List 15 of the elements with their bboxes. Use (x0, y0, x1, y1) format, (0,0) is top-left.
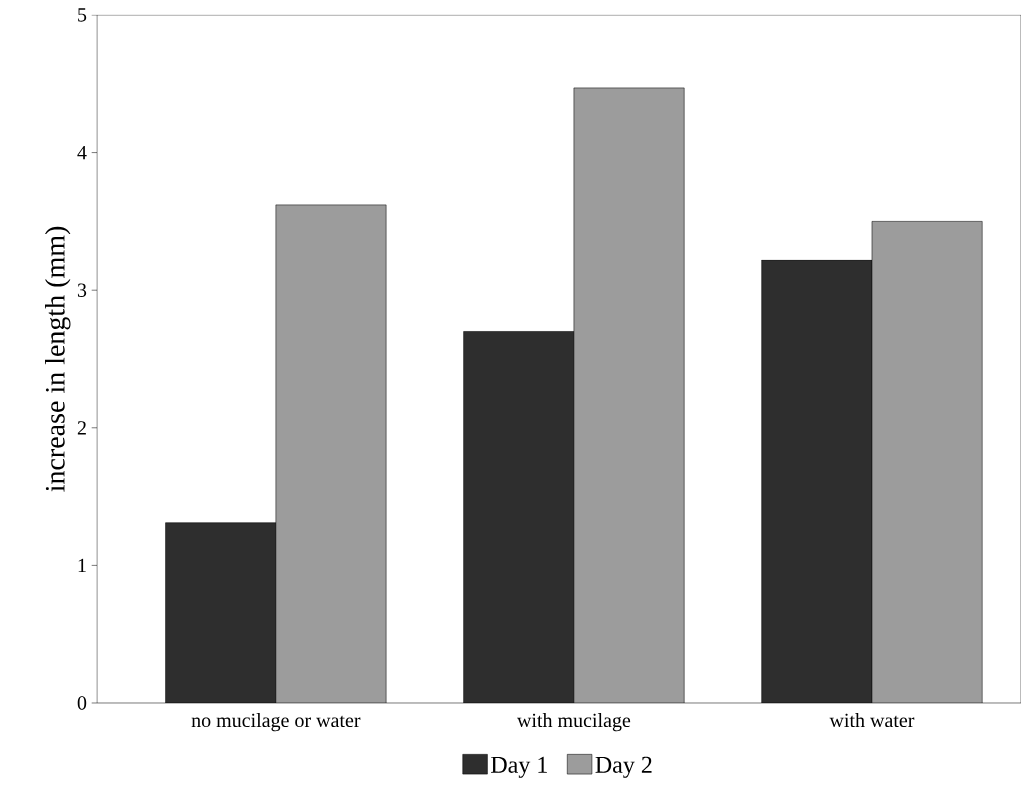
y-axis-title: increase in length (mm) (45, 226, 71, 492)
x-tick-label: with water (829, 713, 915, 728)
y-tick-label: 1 (78, 558, 86, 572)
y-tick-label: 4 (77, 146, 87, 160)
y-tick-label: 2 (77, 421, 86, 435)
x-tick-label: no mucilage or water (191, 713, 361, 732)
bar (871, 221, 983, 703)
legend-label: Day 2 (595, 756, 652, 778)
bar (275, 204, 387, 703)
y-tick-label: 0 (77, 696, 87, 710)
legend-label: Day 1 (491, 756, 547, 778)
x-tick-label: with mucilage (517, 713, 631, 732)
y-tick-label: 5 (78, 8, 87, 22)
y-tick-label: 3 (77, 283, 87, 297)
bar (573, 87, 685, 703)
